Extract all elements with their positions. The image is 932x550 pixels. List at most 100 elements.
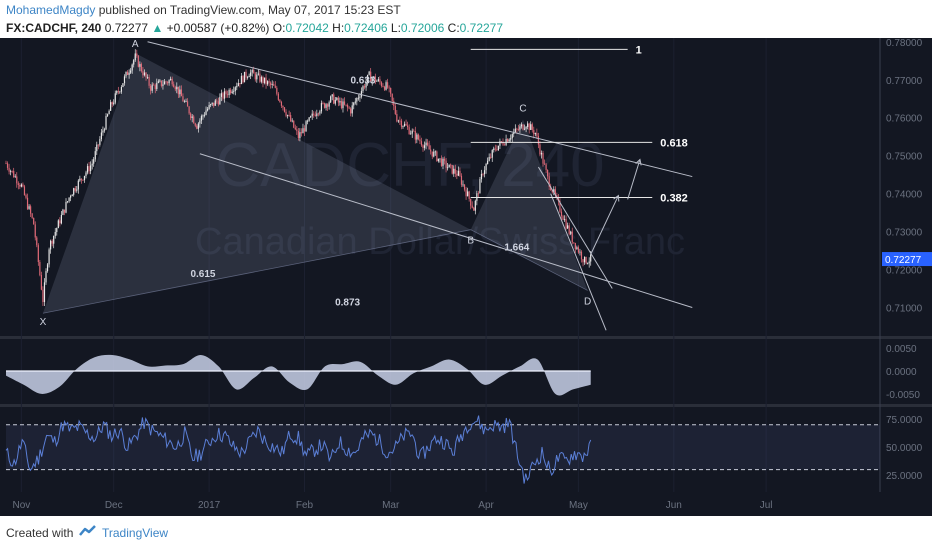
candle-body [165, 81, 167, 83]
candle-body [516, 128, 518, 130]
candle-body [280, 102, 283, 106]
candle-body [454, 168, 456, 174]
candle-body [200, 116, 203, 121]
pattern-baseline [42, 229, 588, 314]
candle-body [105, 116, 107, 130]
candle-body [302, 128, 304, 134]
candle-body [117, 90, 119, 92]
projection-arrow [590, 195, 619, 255]
candle-body [550, 186, 552, 191]
candle-body [54, 232, 56, 236]
candle-body [103, 129, 106, 131]
candle-body [380, 82, 383, 86]
candle-body [154, 85, 156, 89]
candle-body [502, 142, 504, 145]
ratio-label: 0.633 [350, 76, 375, 87]
candle-body [520, 124, 523, 127]
candle-body [274, 85, 276, 88]
candle-body [567, 225, 569, 229]
current-price-badge [882, 252, 932, 267]
candle-body [114, 93, 116, 103]
harmonic-pattern [42, 53, 588, 314]
candle-body [293, 120, 295, 128]
candle-body [176, 86, 178, 90]
candle-body [551, 190, 553, 193]
candle-body [319, 111, 321, 114]
candle-body [400, 120, 403, 127]
candle-body [266, 81, 269, 85]
candle-body [31, 213, 33, 218]
candle-body [503, 144, 506, 146]
candle-body [73, 188, 75, 195]
oscillator-tick-label: 0.0050 [886, 344, 917, 355]
candle-body [134, 53, 136, 61]
candle-body [190, 113, 192, 118]
candle-body [423, 145, 426, 148]
price-tick-label: 0.72000 [886, 266, 923, 277]
candle-body [110, 102, 112, 111]
chart-area[interactable]: CADCHF, 240 Canadian Dollar/Swiss Franc … [0, 38, 932, 516]
candle-body [19, 184, 21, 187]
ratio-label: 0.873 [335, 298, 360, 309]
author-link[interactable]: MohamedMagdy [6, 3, 96, 17]
pane-separator [0, 336, 932, 339]
candle-body [74, 188, 76, 191]
candle-body [534, 133, 536, 135]
candle-body [574, 242, 576, 249]
candle-body [163, 81, 166, 85]
candle-body [419, 139, 421, 142]
candle-body [220, 93, 223, 97]
candle-body [100, 132, 103, 140]
time-tick-label: Mar [382, 500, 400, 511]
candle-body [525, 126, 527, 129]
candle-body [528, 123, 530, 130]
candle-body [91, 163, 93, 166]
candle-body [431, 151, 433, 157]
candle-body [166, 82, 169, 84]
rsi-tick-label: 25.0000 [886, 471, 923, 482]
close-value: 0.72277 [459, 21, 504, 35]
pattern-point-label: C [519, 104, 526, 115]
candle-body [159, 80, 161, 82]
candle-body [430, 149, 432, 152]
candle-body [223, 91, 226, 99]
candle-body [465, 189, 467, 197]
candle-body [196, 125, 198, 129]
candle-body [473, 207, 475, 211]
candle-body [513, 132, 515, 135]
candle-body [330, 96, 332, 103]
candle-body [60, 214, 62, 224]
candle-body [234, 87, 236, 91]
pattern-triangle-bcd [470, 119, 588, 291]
candle-body [317, 113, 319, 115]
candle-body [357, 97, 359, 99]
tradingview-brand-link[interactable]: TradingView [102, 526, 169, 540]
candle-body [8, 167, 10, 172]
candle-body [170, 78, 172, 81]
candle-body [146, 77, 149, 78]
tradingview-logo-icon[interactable] [78, 524, 98, 538]
candle-body [342, 101, 344, 109]
candle-body [316, 113, 318, 117]
candle-body [560, 211, 563, 217]
candle-body [467, 191, 469, 197]
candle-body [499, 141, 501, 146]
candle-body [440, 158, 443, 166]
candle-body [443, 158, 446, 161]
candle-body [519, 126, 521, 130]
candle-body [463, 184, 466, 190]
candle-body [497, 145, 499, 151]
level-label: 1 [636, 44, 642, 56]
candle-body [11, 170, 13, 172]
candle-body [471, 205, 473, 208]
candle-body [450, 164, 452, 166]
chart-svg[interactable]: CADCHF, 240 Canadian Dollar/Swiss Franc … [0, 38, 932, 516]
candle-body [248, 75, 250, 78]
candle-body [306, 120, 309, 122]
rsi-tick-label: 75.0000 [886, 415, 923, 426]
candle-body [282, 105, 284, 108]
candle-body [265, 77, 267, 85]
candle-body [510, 138, 512, 140]
candle-body [145, 72, 147, 78]
candle-body [140, 64, 143, 72]
